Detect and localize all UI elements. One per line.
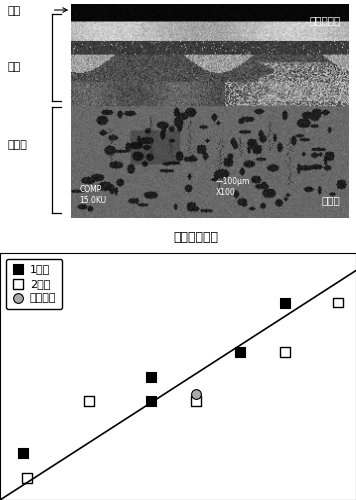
1号炉 <box>148 372 154 380</box>
2号炉 <box>335 298 341 306</box>
Text: 皮膜: 皮膜 <box>7 62 20 72</box>
抒管調査 <box>193 390 199 398</box>
Text: 樹脂: 樹脂 <box>7 6 20 16</box>
2号炉 <box>193 398 199 406</box>
Text: 付着灰: 付着灰 <box>7 140 27 149</box>
2号炉 <box>86 398 92 406</box>
Legend: 1号炉, 2号炉, 抒管調査: 1号炉, 2号炉, 抒管調査 <box>6 259 62 309</box>
1号炉 <box>148 398 154 406</box>
2号炉 <box>24 474 30 482</box>
Text: 過熱器付着灰: 過熱器付着灰 <box>173 232 218 244</box>
2号炉 <box>282 348 288 356</box>
1号炉 <box>237 348 243 356</box>
1号炉 <box>282 298 288 306</box>
1号炉 <box>20 449 26 457</box>
